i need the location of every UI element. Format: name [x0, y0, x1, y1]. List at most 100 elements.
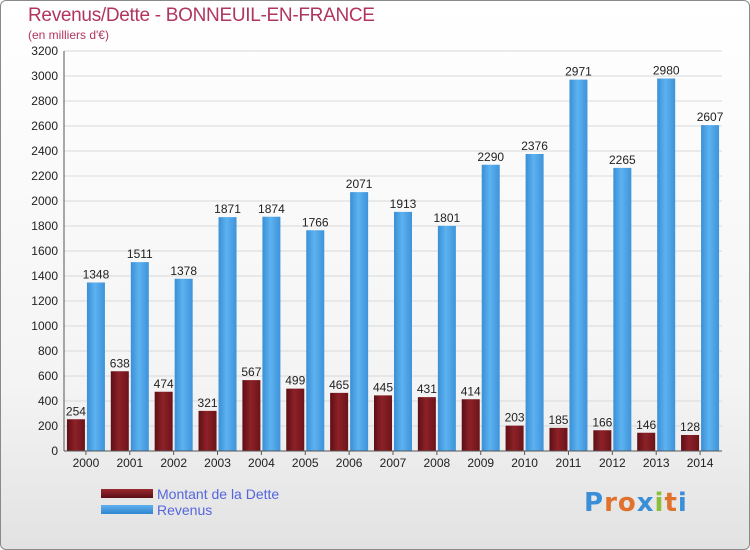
x-tick-label: 2002 — [160, 456, 187, 470]
y-tick-label: 3200 — [31, 44, 58, 58]
logo-letter: r — [604, 488, 618, 518]
bar-dette — [505, 425, 524, 451]
data-label-revenus: 2607 — [697, 110, 724, 124]
bar-revenus — [657, 78, 676, 451]
bar-revenus — [262, 216, 281, 451]
bar-dette — [198, 410, 217, 451]
data-label-dette: 638 — [110, 356, 130, 370]
y-tick-label: 400 — [38, 394, 58, 408]
data-label-dette: 321 — [198, 396, 218, 410]
x-tick-label: 2007 — [380, 456, 407, 470]
data-label-dette: 128 — [680, 420, 700, 434]
bar-revenus — [350, 192, 369, 451]
data-label-revenus: 2971 — [565, 65, 592, 79]
data-label-revenus: 1871 — [214, 202, 241, 216]
data-label-revenus: 1913 — [390, 197, 417, 211]
x-tick-label: 2013 — [643, 456, 670, 470]
bar-dette — [374, 395, 392, 451]
data-label-revenus: 2376 — [521, 139, 548, 153]
data-label-revenus: 1378 — [170, 264, 197, 278]
chart-title: Revenus/Dette - BONNEUIL-EN-FRANCE — [28, 5, 375, 26]
logo-letter: x — [636, 488, 655, 518]
legend-label-dette: Montant de la Dette — [157, 486, 280, 502]
x-tick-label: 2008 — [424, 456, 451, 470]
bar-revenus — [613, 167, 632, 451]
y-tick-label: 1000 — [31, 319, 58, 333]
data-label-dette: 146 — [636, 418, 656, 432]
x-tick-label: 2010 — [511, 456, 538, 470]
bar-dette — [593, 430, 612, 451]
data-label-revenus: 2290 — [477, 150, 504, 164]
bar-revenus — [481, 164, 500, 451]
y-tick-label: 2600 — [31, 119, 58, 133]
y-tick-label: 0 — [51, 444, 58, 458]
logo-letter: i — [654, 488, 665, 518]
data-label-dette: 254 — [66, 404, 86, 418]
legend-swatch-dette — [101, 489, 153, 498]
data-label-revenus: 2980 — [653, 64, 680, 78]
y-tick-label: 3000 — [31, 69, 58, 83]
data-label-dette: 445 — [373, 380, 393, 394]
logo-letter: t — [664, 488, 678, 518]
x-tick-label: 2004 — [248, 456, 275, 470]
data-label-dette: 499 — [285, 374, 305, 388]
bar-dette — [637, 432, 656, 451]
y-tick-label: 600 — [38, 369, 58, 383]
data-label-dette: 465 — [329, 378, 349, 392]
bar-revenus — [394, 211, 412, 451]
x-tick-label: 2011 — [556, 456, 582, 470]
axis-layer: 0 200 400 600 800 1000 1200 1400 1600 1800 2000 220… — [31, 44, 722, 470]
data-label-dette: 431 — [417, 382, 437, 396]
bar-revenus — [525, 154, 544, 451]
data-label-dette: 166 — [592, 415, 612, 429]
logo-letter: i — [677, 488, 688, 518]
data-label-revenus: 1801 — [434, 211, 461, 225]
bar-revenus — [174, 278, 193, 451]
bar-layer — [66, 78, 720, 451]
legend-label-revenus: Revenus — [157, 502, 213, 518]
bar-revenus — [130, 262, 149, 451]
data-label-dette: 567 — [241, 365, 261, 379]
label-layer: 254 1348 638 1511 474 1378 321 1871 567 1874 499 17… — [66, 64, 724, 435]
bar-revenus — [86, 282, 105, 451]
bar-dette — [154, 391, 173, 451]
data-label-dette: 203 — [505, 411, 525, 425]
legend-swatch-revenus — [101, 505, 153, 514]
data-label-revenus: 1874 — [258, 202, 285, 216]
y-tick-label: 2000 — [31, 194, 58, 208]
logo-letter: P — [584, 488, 605, 518]
chart-subtitle: (en milliers d'€) — [28, 28, 109, 42]
bar-dette — [330, 392, 349, 451]
grid-layer — [64, 50, 722, 452]
x-tick-label: 2003 — [204, 456, 231, 470]
y-tick-label: 800 — [38, 344, 58, 358]
bar-revenus — [218, 217, 237, 451]
y-tick-label: 1400 — [31, 269, 58, 283]
y-tick-label: 2800 — [31, 94, 58, 108]
data-label-dette: 474 — [154, 377, 174, 391]
proxiti-logo: Proxiti — [584, 488, 688, 518]
bar-dette — [461, 399, 480, 451]
x-tick-label: 2001 — [116, 456, 143, 470]
bar-dette — [549, 427, 568, 451]
x-tick-label: 2009 — [467, 456, 494, 470]
y-tick-label: 1600 — [31, 244, 58, 258]
data-label-revenus: 2071 — [346, 177, 373, 191]
data-label-revenus: 2265 — [609, 153, 636, 167]
y-tick-label: 1800 — [31, 219, 58, 233]
y-tick-label: 2200 — [31, 169, 58, 183]
bar-revenus — [306, 230, 325, 451]
bar-dette — [417, 397, 436, 451]
data-label-revenus: 1766 — [302, 215, 329, 229]
bar-dette — [681, 435, 700, 451]
bar-dette — [66, 419, 85, 451]
bar-revenus — [701, 125, 720, 451]
bar-revenus — [437, 225, 456, 451]
bar-dette — [286, 388, 305, 451]
x-tick-label: 2012 — [599, 456, 626, 470]
y-tick-label: 200 — [38, 419, 58, 433]
x-tick-label: 2006 — [336, 456, 363, 470]
data-label-revenus: 1348 — [83, 268, 110, 282]
